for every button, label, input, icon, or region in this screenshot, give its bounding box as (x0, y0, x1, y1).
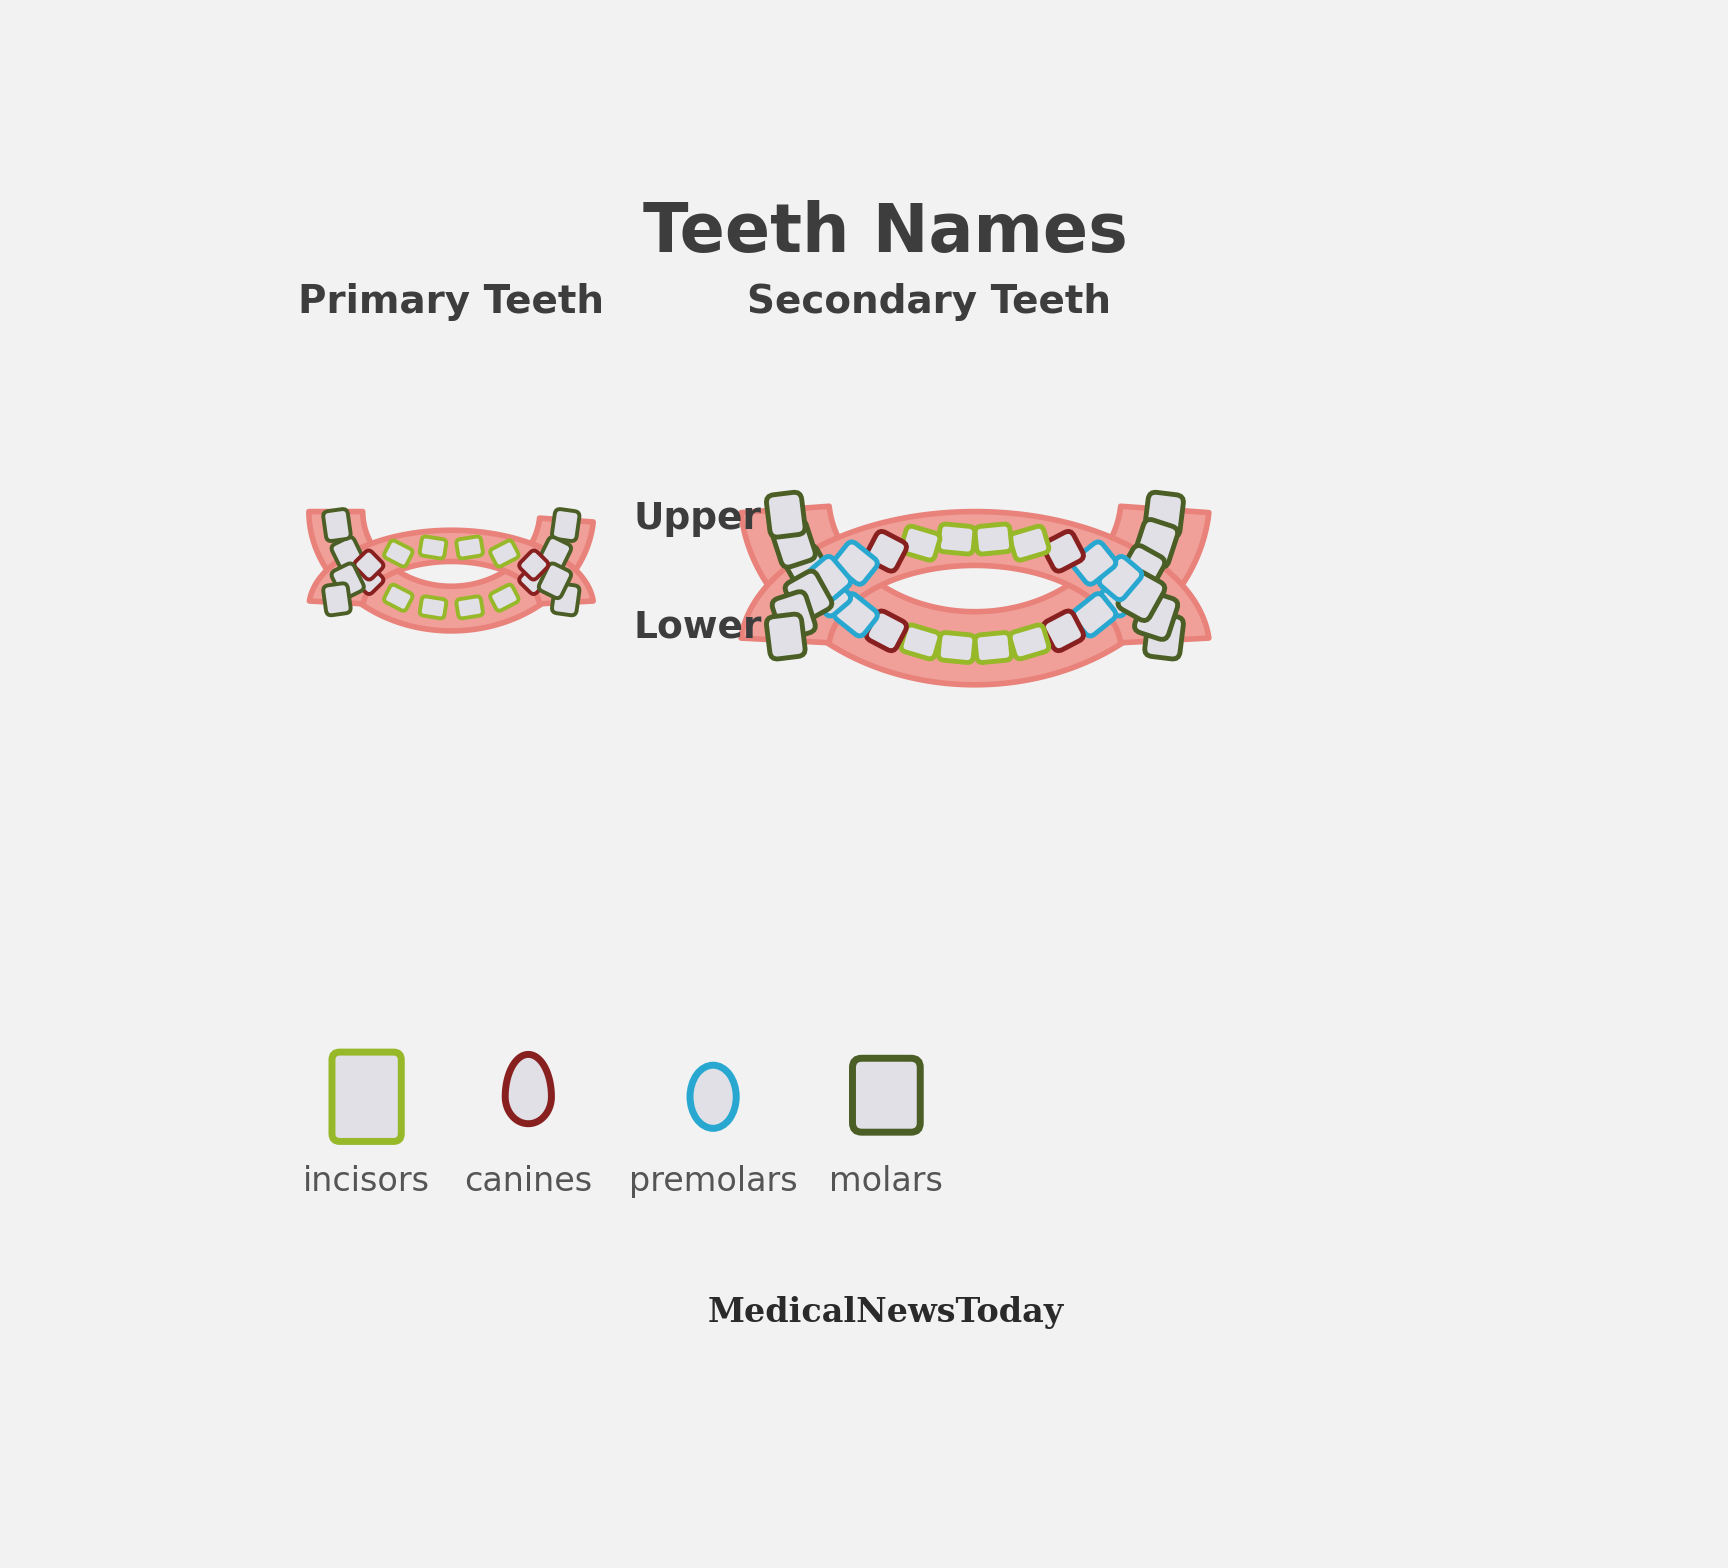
FancyBboxPatch shape (772, 519, 816, 568)
FancyBboxPatch shape (491, 585, 518, 612)
FancyBboxPatch shape (1044, 612, 1083, 651)
FancyBboxPatch shape (1009, 626, 1049, 659)
FancyBboxPatch shape (1144, 492, 1184, 538)
FancyBboxPatch shape (975, 632, 1011, 662)
FancyBboxPatch shape (785, 571, 831, 621)
FancyBboxPatch shape (1099, 557, 1142, 601)
FancyBboxPatch shape (835, 594, 878, 637)
FancyBboxPatch shape (938, 524, 975, 554)
FancyBboxPatch shape (866, 532, 907, 571)
FancyBboxPatch shape (767, 615, 805, 659)
Polygon shape (309, 530, 593, 604)
FancyBboxPatch shape (938, 632, 975, 662)
FancyBboxPatch shape (1135, 519, 1178, 568)
FancyBboxPatch shape (332, 538, 365, 572)
Text: MedicalNewsToday: MedicalNewsToday (707, 1295, 1064, 1328)
PathPatch shape (337, 1058, 396, 1135)
Polygon shape (741, 511, 1210, 643)
FancyBboxPatch shape (785, 546, 831, 594)
FancyBboxPatch shape (1044, 532, 1083, 571)
FancyBboxPatch shape (767, 492, 805, 538)
Text: canines: canines (465, 1165, 593, 1198)
FancyBboxPatch shape (1073, 594, 1116, 637)
FancyBboxPatch shape (809, 557, 850, 601)
FancyBboxPatch shape (551, 510, 579, 541)
Polygon shape (505, 1054, 551, 1124)
FancyBboxPatch shape (1099, 572, 1142, 616)
FancyBboxPatch shape (332, 1052, 401, 1142)
Text: incisors: incisors (302, 1165, 430, 1198)
FancyBboxPatch shape (518, 564, 548, 594)
FancyBboxPatch shape (323, 510, 351, 541)
FancyBboxPatch shape (456, 536, 482, 558)
FancyBboxPatch shape (539, 538, 570, 572)
Text: molars: molars (829, 1165, 943, 1198)
Polygon shape (309, 511, 593, 630)
FancyBboxPatch shape (1118, 571, 1165, 621)
FancyBboxPatch shape (539, 563, 570, 597)
FancyBboxPatch shape (852, 1058, 921, 1132)
Polygon shape (741, 506, 1210, 685)
Text: Teeth Names: Teeth Names (643, 199, 1128, 267)
FancyBboxPatch shape (332, 563, 365, 597)
Ellipse shape (689, 1065, 736, 1129)
FancyBboxPatch shape (1009, 527, 1049, 560)
FancyBboxPatch shape (900, 527, 940, 560)
FancyBboxPatch shape (384, 585, 413, 612)
FancyBboxPatch shape (420, 536, 446, 558)
FancyBboxPatch shape (491, 541, 518, 566)
FancyBboxPatch shape (866, 612, 907, 651)
FancyBboxPatch shape (354, 564, 384, 594)
FancyBboxPatch shape (518, 550, 548, 580)
FancyBboxPatch shape (384, 541, 413, 566)
FancyBboxPatch shape (772, 591, 816, 640)
FancyBboxPatch shape (1144, 615, 1184, 659)
FancyBboxPatch shape (900, 626, 940, 659)
FancyBboxPatch shape (1073, 543, 1116, 585)
FancyBboxPatch shape (354, 550, 384, 580)
FancyBboxPatch shape (835, 543, 878, 585)
FancyBboxPatch shape (323, 583, 351, 615)
FancyBboxPatch shape (456, 596, 482, 618)
Text: Upper: Upper (634, 502, 762, 538)
FancyBboxPatch shape (1118, 546, 1165, 594)
FancyBboxPatch shape (809, 572, 850, 616)
FancyBboxPatch shape (975, 524, 1011, 554)
Text: Secondary Teeth: Secondary Teeth (746, 284, 1111, 321)
FancyBboxPatch shape (1135, 591, 1178, 640)
Text: Primary Teeth: Primary Teeth (299, 284, 605, 321)
Text: Lower: Lower (634, 608, 762, 644)
Text: premolars: premolars (629, 1165, 797, 1198)
FancyBboxPatch shape (420, 596, 446, 618)
FancyBboxPatch shape (551, 583, 579, 615)
